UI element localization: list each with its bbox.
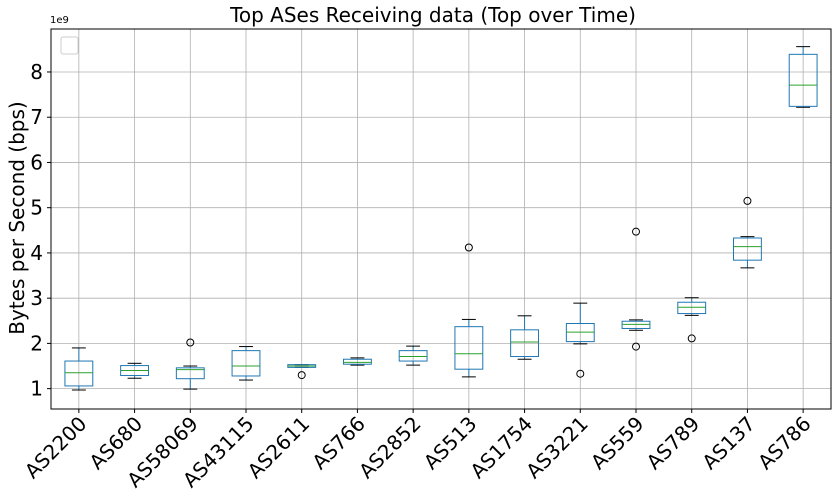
box-AS513 xyxy=(454,243,484,378)
outlier-point xyxy=(687,334,696,343)
box-body xyxy=(454,326,484,370)
outlier-point xyxy=(576,369,585,378)
box-series xyxy=(64,46,818,391)
outlier-point xyxy=(186,338,195,347)
x-tick-label: AS3221 xyxy=(521,412,593,484)
box-AS43115 xyxy=(231,346,261,381)
box-AS786 xyxy=(788,46,818,108)
x-tick-label: AS789 xyxy=(642,412,705,475)
plot-frame xyxy=(50,28,832,410)
box-body xyxy=(510,329,539,358)
box-AS789 xyxy=(677,297,707,343)
x-tick-label: AS559 xyxy=(586,412,649,475)
y-axis-label: Bytes per Second (bps) xyxy=(5,101,29,334)
x-tick-label: AS2200 xyxy=(20,412,92,484)
box-body xyxy=(733,237,762,261)
outlier-point xyxy=(632,227,640,236)
y-tick-label: 4 xyxy=(30,241,43,265)
x-tick-label: AS786 xyxy=(753,412,816,475)
box-AS58069 xyxy=(175,338,205,390)
box-AS1754 xyxy=(510,315,539,360)
outlier-point xyxy=(743,196,752,205)
outlier-point xyxy=(297,371,306,380)
box-AS766 xyxy=(343,357,372,366)
y-tick-label: 2 xyxy=(30,331,43,355)
y-tick-label: 7 xyxy=(30,105,43,129)
box-body xyxy=(677,301,707,315)
x-tick-label: AS2852 xyxy=(354,412,426,484)
outlier-point xyxy=(632,342,640,351)
y-axis-ticks: 1 2 3 4 5 6 7 8 xyxy=(30,60,51,401)
box-AS680 xyxy=(120,362,150,379)
outlier-point xyxy=(464,243,473,252)
empty-legend xyxy=(60,36,79,55)
y-tick-label: 1 xyxy=(30,377,43,401)
chart-title: Top ASes Receiving data (Top over Time) xyxy=(229,3,636,27)
y-tick-label: 3 xyxy=(30,286,43,310)
y-tick-label: 6 xyxy=(30,150,43,174)
y-tick-label: 5 xyxy=(30,196,43,220)
box-AS2200 xyxy=(64,347,94,391)
box-AS3221 xyxy=(565,302,595,378)
y-offset-label: 1e9 xyxy=(50,15,69,26)
x-tick-label: AS137 xyxy=(697,412,760,475)
box-body xyxy=(398,350,428,362)
grid xyxy=(51,29,831,409)
box-body xyxy=(788,53,818,107)
box-AS2852 xyxy=(398,345,428,366)
x-tick-label: AS2611 xyxy=(243,412,315,484)
box-AS559 xyxy=(621,227,651,351)
box-body xyxy=(343,358,372,365)
box-body xyxy=(231,350,261,377)
box-AS2611 xyxy=(287,364,317,380)
box-AS137 xyxy=(733,196,762,269)
box-body xyxy=(64,360,94,387)
x-axis-ticks: AS2200AS680AS58069AS43115AS2611AS766AS28… xyxy=(20,409,816,492)
box-body xyxy=(175,367,205,380)
y-tick-label: 8 xyxy=(30,60,43,84)
